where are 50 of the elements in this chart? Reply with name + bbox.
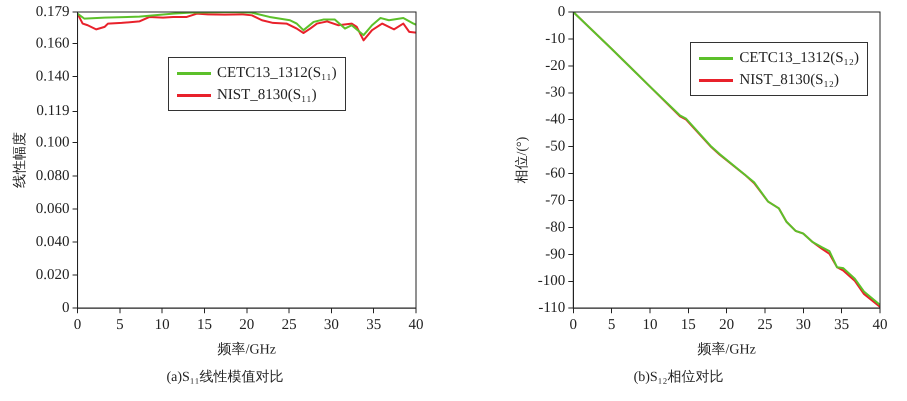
text: (b)S₁₂相位对比 — [632, 368, 724, 386]
y-tick-label: -90 — [545, 246, 566, 262]
y-tick-label: 0.160 — [36, 35, 70, 52]
x-tick-label: 35 — [366, 317, 382, 334]
y-tick-label: -20 — [545, 58, 566, 74]
y-tick-label: -80 — [545, 219, 566, 236]
y-tick-label: -50 — [545, 138, 566, 155]
x-tick-label: 0 — [74, 317, 82, 334]
y-tick-label: -100 — [538, 273, 566, 290]
x-tick-label: 25 — [282, 317, 297, 334]
x-tick-label: 20 — [719, 317, 734, 334]
x-tick-label: 10 — [154, 317, 170, 334]
y-tick-label: 0.140 — [36, 68, 70, 84]
y-tick-label: 0.179 — [36, 4, 70, 20]
y-tick-label: -30 — [545, 84, 566, 101]
x-axis-title: 频率/GHz — [697, 341, 756, 358]
legend-label: CETC13_1312(S₁₂) — [739, 50, 859, 66]
y-tick-label: -70 — [545, 192, 566, 208]
legend-label: CETC13_1312(S₁₁) — [216, 64, 337, 82]
legend-label: NIST_8130(S₁₂) — [739, 72, 839, 88]
x-tick-label: 0 — [570, 317, 578, 334]
x-tick-label: 5 — [116, 317, 124, 334]
x-tick-label: 40 — [872, 317, 888, 334]
y-tick-label: 0 — [558, 4, 566, 20]
y-tick-label: -10 — [545, 30, 566, 47]
y-tick-label: -110 — [538, 300, 566, 316]
x-tick-label: 40 — [408, 317, 424, 334]
y-tick-label: 0.040 — [36, 234, 70, 250]
x-tick-label: 10 — [642, 317, 658, 334]
x-tick-label: 15 — [196, 317, 212, 334]
x-tick-label: 30 — [796, 317, 811, 334]
x-tick-label: 5 — [608, 317, 616, 334]
x-tick-label: 20 — [239, 317, 254, 334]
y-tick-label: -60 — [545, 166, 566, 182]
y-tick-label: 0.060 — [36, 200, 70, 217]
x-tick-label: 15 — [680, 317, 696, 334]
y-tick-label: 0.100 — [36, 134, 70, 151]
y-tick-label: -40 — [545, 112, 566, 128]
text: (a)S₁₁线性模值对比 — [165, 368, 285, 386]
y-tick-label: 0.020 — [36, 267, 70, 284]
y-tick-label: 0.080 — [36, 168, 70, 184]
x-axis-title: 频率/GHz — [218, 341, 276, 358]
y-axis-title: 线性幅度 — [12, 132, 28, 188]
y-tick-label: 0 — [62, 300, 70, 316]
y-axis-title: 相位/(°) — [514, 136, 530, 184]
x-tick-label: 35 — [834, 317, 850, 334]
legend-label: NIST_8130(S₁₁) — [216, 86, 317, 104]
x-tick-label: 30 — [324, 317, 339, 334]
y-tick-label: 0.119 — [36, 103, 70, 120]
x-tick-label: 25 — [757, 317, 772, 334]
